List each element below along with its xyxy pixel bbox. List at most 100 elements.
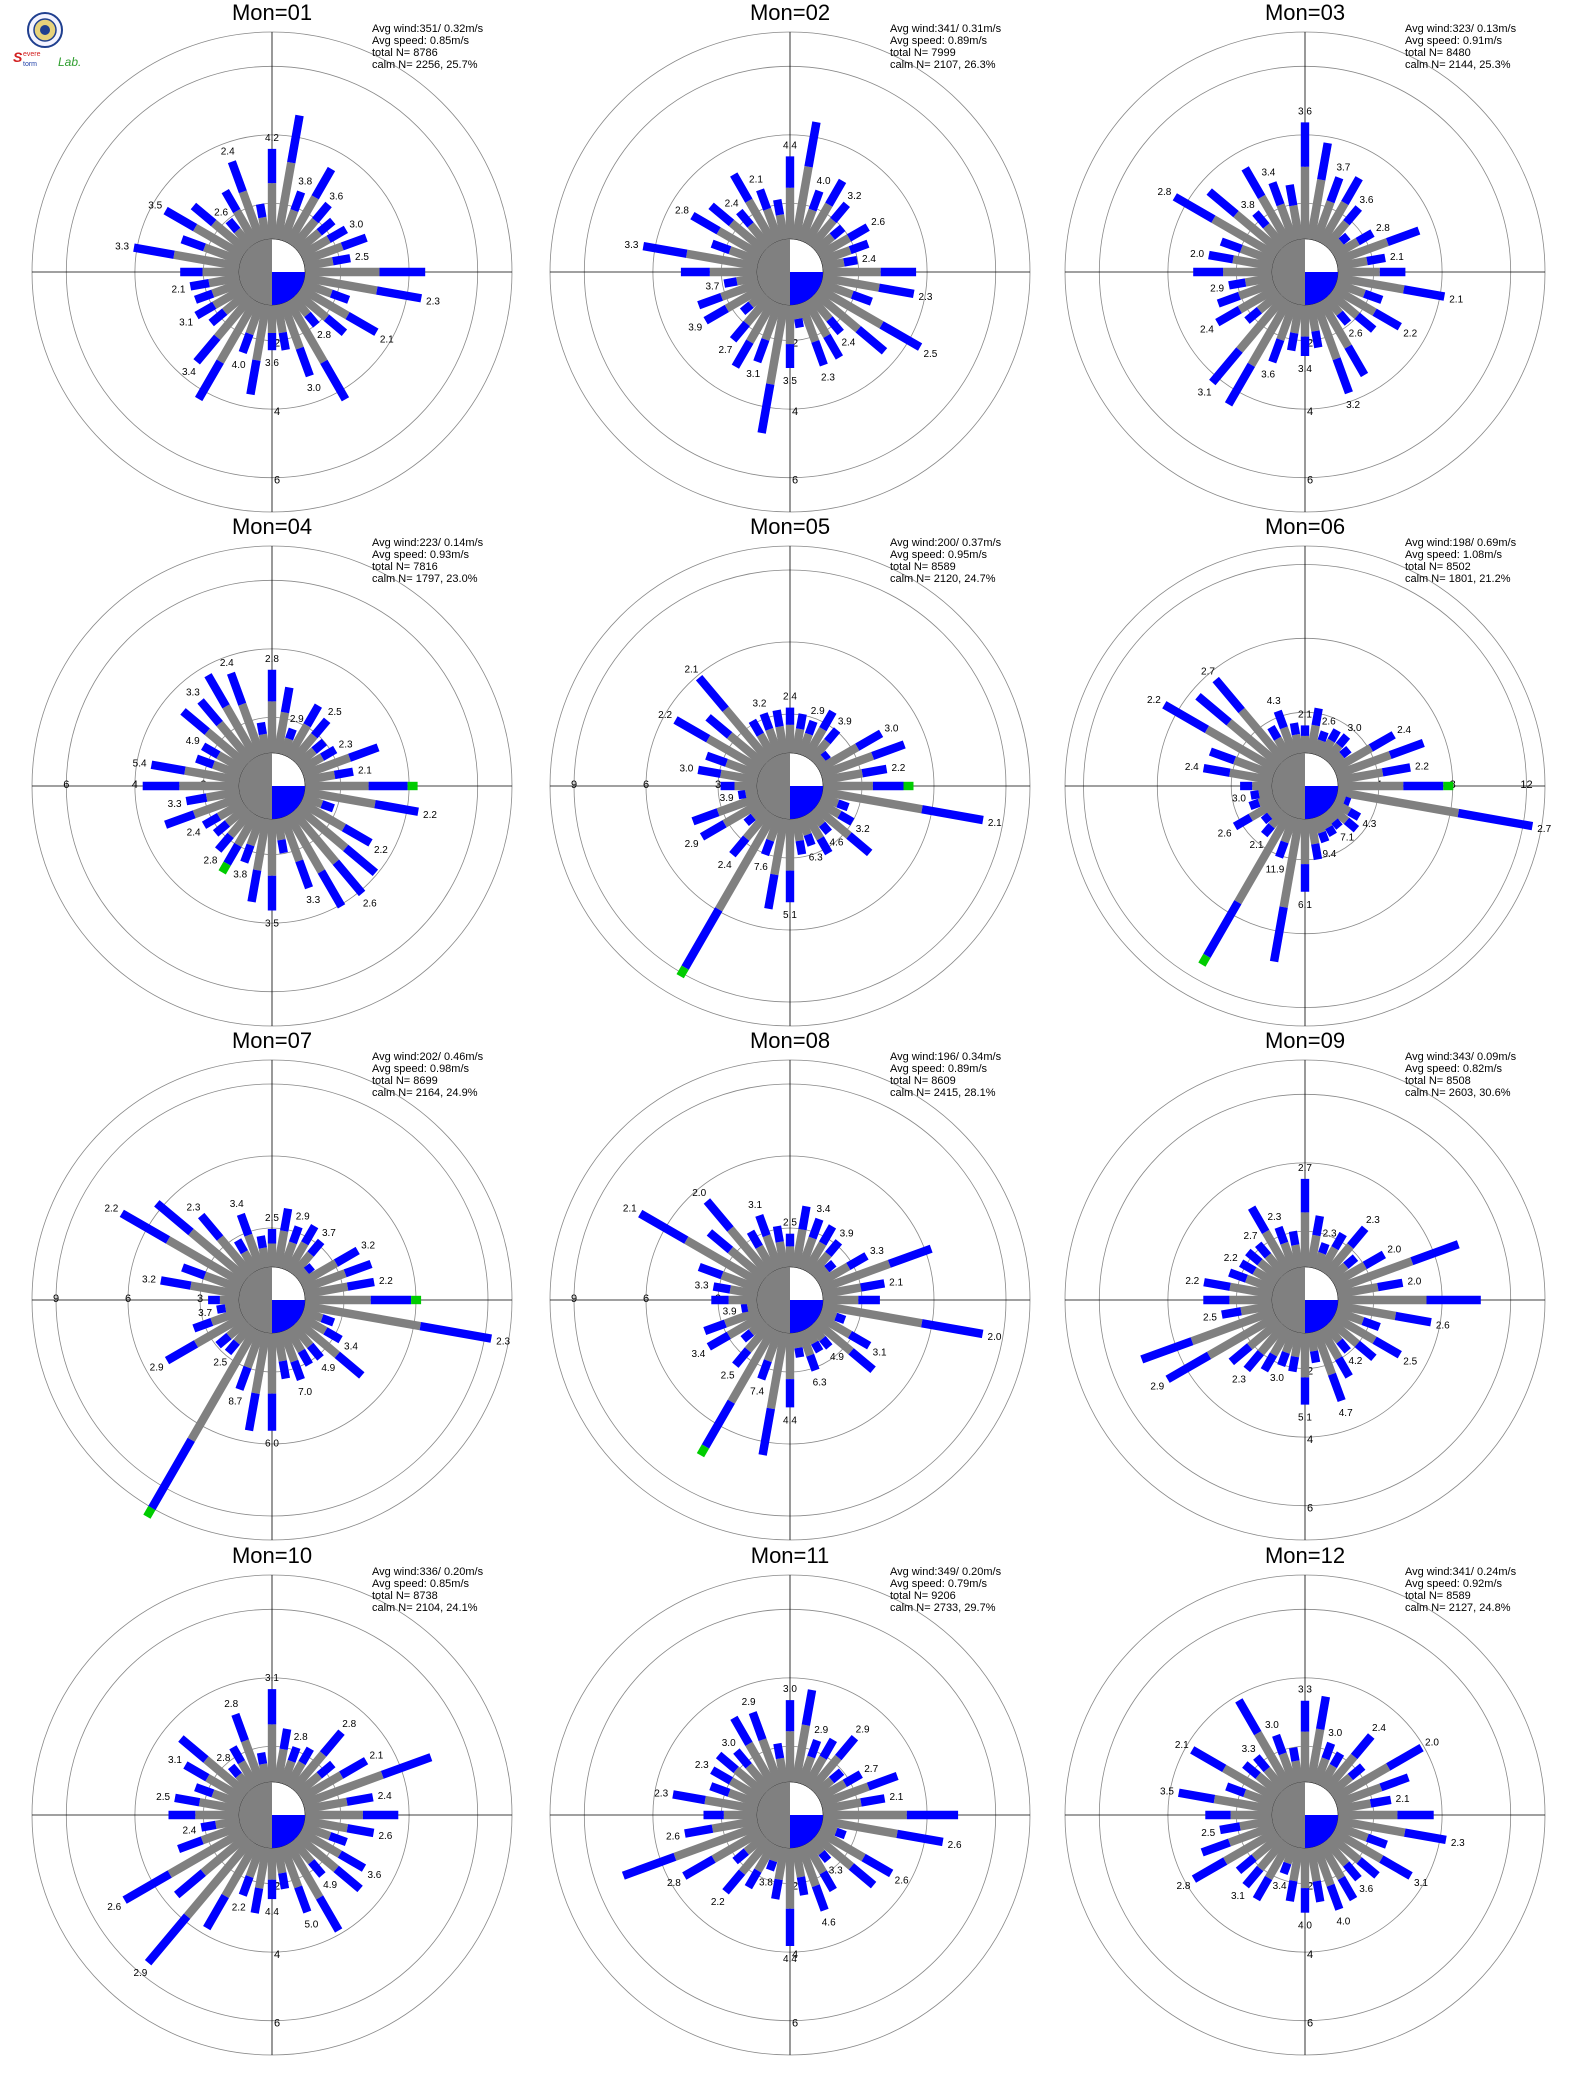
bar-value-label: 3.2 bbox=[361, 1241, 375, 1252]
bar-segment-low bbox=[211, 219, 250, 254]
bar-segment-mid bbox=[1287, 332, 1299, 352]
bar-segment-mid bbox=[190, 202, 217, 227]
bar-segment-mid bbox=[1239, 1259, 1257, 1275]
bar-segment-mid bbox=[848, 1348, 876, 1373]
bar-segment-mid bbox=[1369, 1795, 1392, 1808]
bar-segment-mid bbox=[326, 225, 348, 243]
bar-segment-low bbox=[258, 1763, 271, 1784]
bar-segment-mid bbox=[818, 1850, 832, 1863]
bar-segment-mid bbox=[816, 836, 833, 856]
bar-segment-low bbox=[775, 1241, 789, 1269]
bar-segment-low bbox=[298, 753, 325, 774]
bar-segment-low bbox=[253, 817, 271, 871]
bar-segment-low bbox=[303, 1797, 348, 1814]
bar-segment-mid bbox=[1343, 1254, 1359, 1269]
stat-avg-speed: Avg speed: 0.98m/s bbox=[372, 1063, 470, 1075]
bar-segment-mid bbox=[808, 189, 824, 212]
bar-segment-mid bbox=[1250, 790, 1260, 800]
bar-segment-low bbox=[1327, 1833, 1362, 1864]
bar-value-label: 4.0 bbox=[1336, 1917, 1350, 1928]
stat-calm-n: calm N= 2120, 24.7% bbox=[890, 573, 996, 585]
bar-segment-low bbox=[1317, 738, 1335, 760]
bar-segment-mid bbox=[160, 1276, 192, 1290]
bar-segment-low bbox=[1254, 1731, 1293, 1789]
bar-segment-low bbox=[1317, 812, 1333, 830]
bar-segment-mid bbox=[1215, 306, 1242, 327]
bar-segment-mid bbox=[830, 201, 850, 224]
chart-title: Mon=03 bbox=[1265, 0, 1345, 25]
bar-segment-low bbox=[1306, 1728, 1325, 1784]
bar-segment-mid bbox=[1206, 188, 1239, 218]
bar-segment-mid bbox=[1165, 1351, 1212, 1383]
bar-segment-low bbox=[1338, 781, 1404, 791]
bar-segment-mid bbox=[794, 1347, 805, 1358]
bar-segment-low bbox=[1247, 298, 1293, 367]
calm-sector-grey bbox=[757, 1782, 790, 1848]
bar-segment-low bbox=[821, 787, 923, 814]
bar-value-label: 2.6 bbox=[1218, 828, 1232, 839]
bar-segment-low bbox=[208, 273, 241, 288]
bar-segment-low bbox=[1257, 793, 1276, 807]
bar-segment-low bbox=[1312, 815, 1326, 834]
bar-segment-mid bbox=[1261, 823, 1275, 838]
chart-title: Mon=01 bbox=[232, 0, 312, 25]
radial-tick-label: 2 bbox=[1307, 338, 1313, 350]
bar-value-label: 2.9 bbox=[1150, 1381, 1164, 1392]
bar-segment-low bbox=[303, 1282, 349, 1299]
bar-segment-mid bbox=[824, 727, 841, 745]
bar-segment-low bbox=[290, 1251, 314, 1278]
bar-segment-mid bbox=[1221, 1307, 1242, 1319]
bar-segment-mid bbox=[216, 1304, 227, 1314]
bar-segment-low bbox=[1243, 1789, 1276, 1808]
bar-segment-mid bbox=[761, 838, 775, 857]
bar-value-label: 2.0 bbox=[692, 1188, 706, 1199]
bar-segment-mid bbox=[621, 1852, 677, 1880]
bar-value-label: 2.3 bbox=[1323, 1228, 1337, 1239]
bar-segment-low bbox=[1306, 817, 1320, 845]
bar-value-label: 3.1 bbox=[1414, 1878, 1428, 1889]
bar-value-label: 3.4 bbox=[817, 1204, 831, 1215]
bar-segment-low bbox=[214, 294, 254, 340]
bar-segment-low bbox=[812, 1318, 854, 1355]
bar-value-label: 2.4 bbox=[783, 692, 797, 703]
bar-segment-mid bbox=[804, 121, 821, 168]
bar-segment-low bbox=[1323, 742, 1343, 764]
bar-segment-mid bbox=[785, 1908, 795, 1946]
stat-calm-n: calm N= 1801, 21.2% bbox=[1405, 573, 1511, 585]
bar-value-label: 2.5 bbox=[156, 1792, 170, 1803]
bar-value-label: 3.0 bbox=[1265, 1720, 1279, 1731]
bar-segment-mid bbox=[1354, 312, 1377, 333]
bar-segment-mid bbox=[285, 727, 297, 741]
bar-value-label: 3.5 bbox=[783, 376, 797, 387]
radial-tick-label: 12 bbox=[1520, 779, 1532, 791]
bar-segment-mid bbox=[1366, 253, 1386, 266]
bar-segment-mid bbox=[1235, 1698, 1262, 1736]
bar-segment-mid bbox=[142, 781, 180, 791]
bar-segment-low bbox=[167, 1827, 246, 1878]
bar-segment-low bbox=[1240, 1301, 1274, 1316]
bar-value-label: 3.0 bbox=[1270, 1373, 1284, 1384]
bar-segment-low bbox=[748, 290, 768, 308]
bar-segment-mid bbox=[334, 1351, 365, 1379]
bar-value-label: 3.3 bbox=[829, 1866, 843, 1877]
bar-segment-mid bbox=[804, 719, 818, 736]
bar-segment-mid bbox=[730, 172, 753, 203]
bar-segment-low bbox=[1300, 166, 1310, 239]
bar-value-label: 2.5 bbox=[355, 252, 369, 263]
bar-segment-low bbox=[821, 1301, 923, 1328]
bar-value-label: 2.6 bbox=[214, 207, 228, 218]
bar-value-label: 2.8 bbox=[204, 855, 218, 866]
bar-segment-low bbox=[301, 242, 344, 265]
bar-segment-low bbox=[1236, 294, 1287, 353]
bar-segment-mid bbox=[1203, 900, 1242, 958]
stat-total-n: total N= 8609 bbox=[890, 1075, 956, 1087]
bar-segment-mid bbox=[1216, 291, 1241, 308]
bar-segment-low bbox=[298, 1827, 342, 1858]
bar-segment-mid bbox=[1285, 184, 1298, 207]
bar-segment-low bbox=[202, 267, 239, 277]
bar-segment-low bbox=[1279, 726, 1298, 757]
stat-avg-speed: Avg speed: 0.95m/s bbox=[890, 549, 988, 561]
bar-value-label: 4.6 bbox=[822, 1917, 836, 1928]
bar-segment-low bbox=[797, 1755, 816, 1786]
bar-segment-low bbox=[267, 305, 277, 333]
